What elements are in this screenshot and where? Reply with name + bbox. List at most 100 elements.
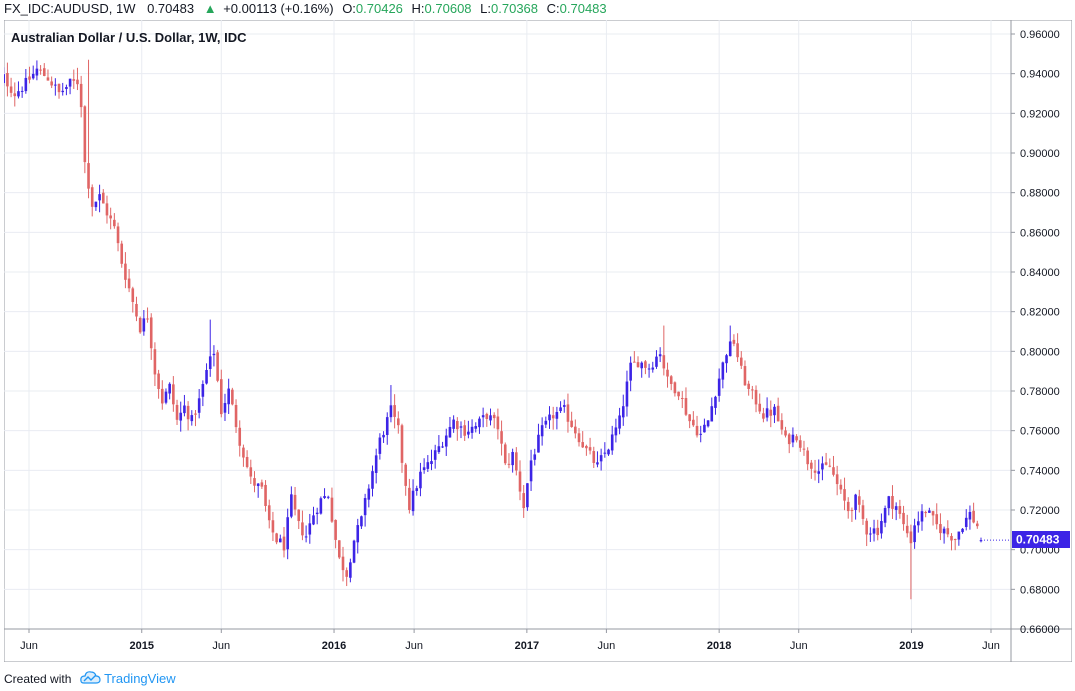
candle-body[interactable] bbox=[636, 362, 640, 368]
candle-body[interactable] bbox=[813, 470, 817, 473]
candle-body[interactable] bbox=[574, 426, 577, 434]
candle-body[interactable] bbox=[703, 424, 706, 433]
candle-body[interactable] bbox=[242, 447, 245, 458]
candle-body[interactable] bbox=[798, 440, 802, 448]
candle-body[interactable] bbox=[839, 484, 843, 490]
candle-body[interactable] bbox=[953, 539, 957, 541]
candle-body[interactable] bbox=[850, 510, 854, 512]
candle-body[interactable] bbox=[655, 356, 658, 367]
candle-body[interactable] bbox=[467, 431, 470, 435]
candle-body[interactable] bbox=[404, 464, 407, 486]
candle-body[interactable] bbox=[644, 361, 647, 368]
candle-body[interactable] bbox=[559, 407, 562, 412]
candle-body[interactable] bbox=[293, 494, 297, 510]
candle-body[interactable] bbox=[680, 397, 684, 399]
candle-body[interactable] bbox=[684, 398, 688, 415]
candle-body[interactable] bbox=[964, 517, 968, 528]
candle-body[interactable] bbox=[607, 449, 610, 455]
candles[interactable] bbox=[0, 59, 1011, 600]
candle-body[interactable] bbox=[120, 243, 124, 264]
candle-body[interactable] bbox=[153, 349, 157, 375]
candle-body[interactable] bbox=[271, 520, 275, 533]
candle-body[interactable] bbox=[577, 433, 581, 443]
candle-body[interactable] bbox=[592, 451, 596, 463]
candle-body[interactable] bbox=[762, 413, 765, 419]
candle-body[interactable] bbox=[470, 426, 474, 433]
candle-body[interactable] bbox=[20, 90, 24, 92]
candle-body[interactable] bbox=[485, 413, 489, 419]
candle-body[interactable] bbox=[76, 79, 79, 85]
candle-body[interactable] bbox=[260, 482, 264, 487]
candle-body[interactable] bbox=[633, 361, 636, 363]
candle-body[interactable] bbox=[673, 382, 677, 394]
candle-body[interactable] bbox=[821, 463, 824, 470]
candle-body[interactable] bbox=[810, 462, 813, 469]
candle-body[interactable] bbox=[65, 87, 68, 90]
candle-body[interactable] bbox=[474, 426, 478, 429]
candle-body[interactable] bbox=[695, 425, 699, 436]
candle-body[interactable] bbox=[806, 450, 809, 465]
candle-body[interactable] bbox=[529, 460, 533, 482]
candle-body[interactable] bbox=[267, 505, 271, 521]
candle-body[interactable] bbox=[190, 415, 194, 422]
candle-body[interactable] bbox=[389, 405, 393, 418]
candle-body[interactable] bbox=[795, 436, 798, 441]
candle-body[interactable] bbox=[256, 483, 260, 487]
candle-body[interactable] bbox=[194, 413, 197, 415]
candle-body[interactable] bbox=[496, 416, 500, 430]
candle-body[interactable] bbox=[149, 317, 153, 349]
candle-body[interactable] bbox=[94, 201, 98, 208]
candle-body[interactable] bbox=[400, 425, 404, 463]
candle-body[interactable] bbox=[131, 288, 135, 303]
candle-body[interactable] bbox=[854, 494, 857, 510]
candle-body[interactable] bbox=[319, 498, 323, 514]
candle-body[interactable] bbox=[658, 354, 662, 357]
tradingview-logo-icon[interactable] bbox=[79, 670, 101, 690]
candle-body[interactable] bbox=[824, 462, 828, 465]
candle-body[interactable] bbox=[916, 521, 920, 526]
candle-body[interactable] bbox=[758, 403, 762, 412]
candle-body[interactable] bbox=[160, 388, 164, 404]
candle-body[interactable] bbox=[127, 278, 131, 289]
candle-body[interactable] bbox=[647, 368, 651, 370]
candle-body[interactable] bbox=[736, 343, 739, 358]
candle-body[interactable] bbox=[426, 462, 430, 469]
candle-body[interactable] bbox=[157, 373, 160, 389]
candle-body[interactable] bbox=[223, 403, 227, 413]
candle-body[interactable] bbox=[551, 415, 555, 419]
candle-body[interactable] bbox=[61, 90, 65, 93]
candle-body[interactable] bbox=[714, 396, 717, 408]
candle-body[interactable] bbox=[378, 437, 382, 454]
candle-body[interactable] bbox=[511, 451, 514, 466]
candle-body[interactable] bbox=[861, 505, 865, 519]
candle-body[interactable] bbox=[669, 376, 673, 384]
candle-body[interactable] bbox=[219, 379, 223, 415]
candle-body[interactable] bbox=[308, 523, 312, 535]
candle-body[interactable] bbox=[444, 435, 448, 447]
candle-body[interactable] bbox=[138, 317, 142, 333]
candlestick-chart[interactable]: 0.96000 0.94000 0.92000 0.90000 0.88000 0.860… bbox=[0, 19, 1073, 663]
candle-body[interactable] bbox=[865, 520, 868, 535]
candle-body[interactable] bbox=[791, 434, 795, 443]
candle-body[interactable] bbox=[961, 528, 964, 533]
candle-body[interactable] bbox=[883, 508, 887, 523]
candle-body[interactable] bbox=[725, 355, 728, 364]
candle-body[interactable] bbox=[732, 339, 736, 344]
candle-body[interactable] bbox=[24, 77, 28, 92]
candle-body[interactable] bbox=[489, 415, 492, 421]
candle-body[interactable] bbox=[942, 528, 946, 534]
candle-body[interactable] bbox=[880, 520, 883, 534]
candle-body[interactable] bbox=[31, 73, 35, 79]
candle-body[interactable] bbox=[397, 418, 400, 426]
symbol-label[interactable]: FX_IDC:AUDUSD, 1W bbox=[4, 1, 136, 16]
candle-body[interactable] bbox=[721, 362, 725, 380]
candle-body[interactable] bbox=[28, 76, 31, 80]
candle-body[interactable] bbox=[581, 442, 585, 448]
candle-body[interactable] bbox=[39, 69, 42, 71]
candle-body[interactable] bbox=[710, 406, 714, 422]
candle-body[interactable] bbox=[341, 556, 345, 571]
candle-body[interactable] bbox=[706, 420, 710, 427]
candle-body[interactable] bbox=[231, 389, 234, 405]
candle-body[interactable] bbox=[35, 68, 39, 76]
candle-body[interactable] bbox=[430, 461, 433, 465]
